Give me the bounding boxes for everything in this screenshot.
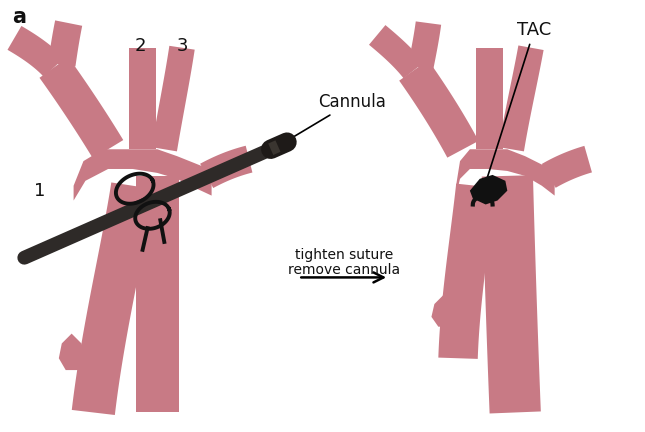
Polygon shape: [499, 45, 544, 151]
Text: tighten suture: tighten suture: [295, 248, 393, 262]
Polygon shape: [8, 26, 64, 77]
Polygon shape: [135, 176, 179, 413]
Text: a: a: [12, 7, 26, 27]
Polygon shape: [74, 149, 212, 200]
Text: TAC: TAC: [486, 21, 551, 180]
Polygon shape: [59, 334, 85, 370]
Polygon shape: [129, 48, 156, 149]
Polygon shape: [470, 175, 508, 204]
Polygon shape: [369, 25, 424, 78]
Text: remove cannula: remove cannula: [288, 264, 400, 277]
Polygon shape: [200, 146, 252, 188]
Polygon shape: [39, 57, 123, 159]
Polygon shape: [456, 149, 555, 196]
Polygon shape: [439, 184, 495, 359]
Polygon shape: [72, 182, 154, 415]
Text: 3: 3: [177, 37, 188, 55]
Polygon shape: [482, 175, 541, 413]
Polygon shape: [432, 294, 456, 327]
Polygon shape: [408, 22, 441, 70]
Text: Cannula: Cannula: [275, 93, 386, 148]
Polygon shape: [152, 46, 195, 151]
Polygon shape: [542, 146, 592, 188]
Text: 1: 1: [34, 181, 46, 200]
Polygon shape: [476, 48, 503, 149]
Text: 2: 2: [135, 37, 146, 55]
Polygon shape: [48, 20, 82, 67]
Polygon shape: [399, 60, 479, 158]
